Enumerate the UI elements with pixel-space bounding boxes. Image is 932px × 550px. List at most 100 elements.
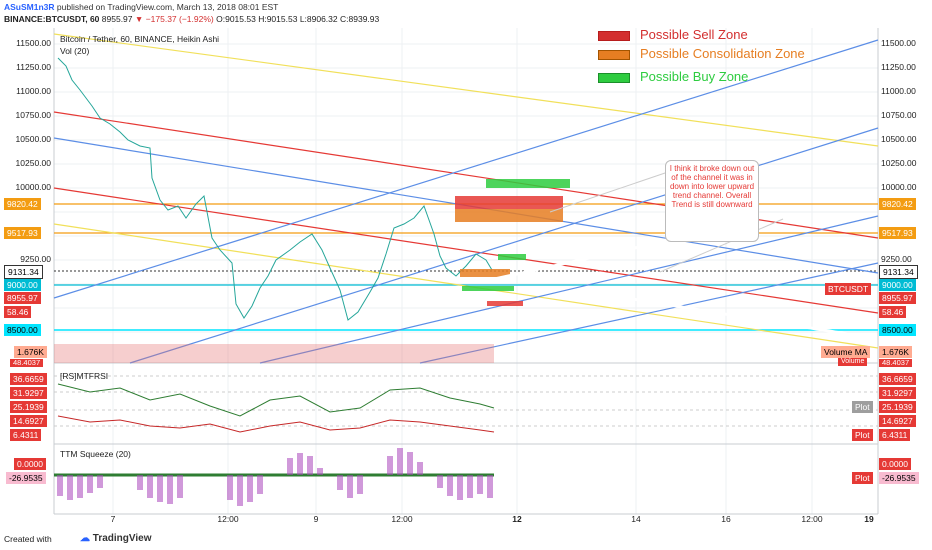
symbol-name[interactable]: BINANCE:BTCUSDT, 60 [4, 14, 100, 24]
trendline-blue-up-4[interactable] [419, 262, 879, 364]
rsi-pane-title[interactable]: [RS]MTFRSI [60, 371, 109, 381]
publish-info: published on TradingView.com, March 13, … [56, 2, 279, 12]
trendline-red-lower[interactable] [53, 187, 879, 314]
rsi-right-tick: 14.6927 [879, 415, 916, 427]
rsi-right-tick: 48.4037 [879, 359, 913, 367]
time-tick: 12 [512, 514, 522, 524]
legend-consolidation-label: Possible Consolidation Zone [640, 46, 805, 61]
ttm-plot-label: Plot [852, 472, 873, 484]
buy-zone-box-1[interactable] [486, 179, 570, 188]
ttm-histogram[interactable] [57, 448, 493, 506]
tradingview-logo[interactable]: ☁ TradingView [80, 533, 152, 544]
chart-canvas[interactable] [0, 28, 932, 530]
rsi-plot-label: Plot [852, 401, 873, 413]
price-series[interactable] [57, 57, 493, 321]
tag-left-8955: 8955.97 [4, 292, 41, 304]
projection-line-2[interactable] [589, 290, 873, 340]
time-tick: 12:00 [801, 514, 823, 524]
price-tick: 10750.00 [15, 110, 51, 120]
tag-left-9820: 9820.42 [4, 198, 41, 210]
tag-right-volume: 1.676K [879, 346, 912, 358]
tag-left-9000: 9000.00 [4, 279, 41, 291]
note-arrow-1 [549, 171, 669, 213]
tag-left-5846: 58.46 [4, 306, 32, 318]
price-tick: 9250.00 [20, 254, 51, 264]
price-tick: 11500.00 [881, 38, 916, 48]
tag-left-9517: 9517.93 [4, 227, 41, 239]
sell-zone-box[interactable] [455, 196, 563, 209]
buy-zone-box-2[interactable] [498, 254, 526, 260]
footer: Created with ☁ TradingView [0, 530, 932, 550]
time-tick: 19 [864, 514, 874, 524]
price-axis-left[interactable]: 11500.00 11250.00 11000.00 10750.00 1050… [0, 28, 54, 508]
price-tick: 11000.00 [16, 86, 51, 96]
tag-right-9000: 9000.00 [879, 279, 916, 291]
legend-consolidation: Possible Consolidation Zone [598, 46, 805, 61]
trendline-blue-up-1[interactable] [53, 39, 879, 299]
price-axis-right[interactable]: 11500.00 11250.00 11000.00 10750.00 1050… [878, 28, 932, 508]
time-tick: 16 [721, 514, 731, 524]
time-tick: 9 [313, 514, 319, 524]
time-tick: 12:00 [391, 514, 413, 524]
rsi-left-tick: 14.6927 [10, 415, 47, 427]
price-tick: 9250.00 [881, 254, 912, 264]
ttm-left-value: -26.9535 [6, 472, 46, 484]
close-value: C:8939.93 [340, 14, 380, 24]
tag-right-9820: 9820.42 [879, 198, 916, 210]
price-tick: 10000.00 [15, 182, 51, 192]
main-pane-title[interactable]: Bitcoin / Tether, 60, BINANCE, Heikin As… [60, 34, 220, 44]
rsi-left-tick: 25.1939 [10, 401, 47, 413]
tag-right-8955: 8955.97 [879, 292, 916, 304]
consolidation-zone-box[interactable] [455, 209, 563, 222]
buy-swatch [598, 72, 630, 83]
price-tick: 10250.00 [15, 158, 51, 168]
tag-volume: Volume [838, 358, 868, 366]
time-tick: 12:00 [217, 514, 239, 524]
symbol-line: BINANCE:BTCUSDT, 60 8955.97 ▼ −175.37 (−… [4, 14, 379, 24]
tag-symbol: BTCUSDT [825, 283, 872, 295]
ttm-left-zero: 0.0000 [14, 458, 46, 470]
chart-header: ASuSM1n3R published on TradingView.com, … [0, 0, 932, 28]
sell-zone-box-2[interactable] [487, 301, 523, 306]
buy-zone-box-3[interactable] [462, 286, 514, 291]
note-arrow-2 [659, 218, 784, 273]
annotation-note[interactable]: I think it broke down out of the channel… [665, 160, 759, 242]
volume-bars[interactable] [54, 344, 494, 363]
brand-label: TradingView [92, 533, 152, 544]
tag-volume-ma: Volume MA [821, 346, 871, 358]
volume-indicator-title[interactable]: Vol (20) [60, 46, 90, 56]
rsi-series[interactable] [57, 383, 495, 417]
consolidation-zone-box-2[interactable] [460, 269, 510, 277]
low-value: L:8906.32 [299, 14, 338, 24]
price-tick: 11250.00 [881, 62, 916, 72]
tag-right-9131: 9131.34 [879, 265, 918, 279]
rsi-right-tick: 6.4311 [879, 429, 911, 441]
legend-sell-label: Possible Sell Zone [640, 27, 748, 42]
open-value: O:9015.53 [216, 14, 256, 24]
publish-line: ASuSM1n3R published on TradingView.com, … [4, 2, 278, 12]
down-arrow-icon: ▼ [134, 14, 144, 24]
price-tick: 10500.00 [881, 134, 917, 144]
tag-left-8500: 8500.00 [4, 324, 41, 336]
ttm-right-zero: 0.0000 [879, 458, 911, 470]
rsi-plot-label-2: Plot [852, 429, 873, 441]
tag-right-5846: 58.46 [879, 306, 907, 318]
time-axis[interactable]: 7 12:00 9 12:00 12 14 16 12:00 19 [54, 514, 878, 528]
trendline-blue-up-2[interactable] [129, 127, 879, 364]
sell-swatch [598, 30, 630, 41]
ttm-pane-title[interactable]: TTM Squeeze (20) [60, 449, 131, 459]
tag-right-8500: 8500.00 [879, 324, 916, 336]
trendline-blue-up-3[interactable] [259, 215, 879, 364]
trendline-yellow-upper[interactable] [53, 33, 879, 147]
high-value: H:9015.53 [258, 14, 298, 24]
price-tick: 10250.00 [881, 158, 917, 168]
consolidation-swatch [598, 49, 630, 60]
chart-area[interactable]: Bitcoin / Tether, 60, BINANCE, Heikin As… [0, 27, 932, 530]
rsi-right-tick: 25.1939 [879, 401, 916, 413]
author-link[interactable]: ASuSM1n3R [4, 2, 55, 12]
rsi-right-tick: 36.6659 [879, 373, 916, 385]
projection-line-1[interactable] [489, 236, 681, 282]
price-tick: 10000.00 [881, 182, 917, 192]
tag-right-9517: 9517.93 [879, 227, 916, 239]
legend-sell: Possible Sell Zone [598, 27, 748, 42]
